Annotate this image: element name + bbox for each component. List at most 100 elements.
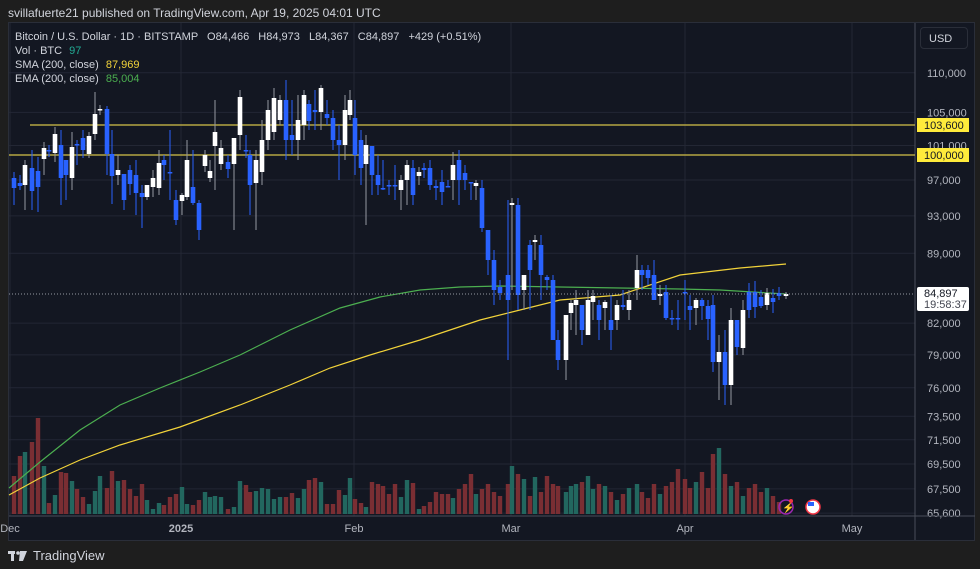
candle-down — [479, 188, 485, 228]
ema-value: 85,004 — [105, 73, 140, 85]
volume-bar — [705, 488, 711, 514]
chart-panel[interactable] — [8, 22, 975, 541]
time-axis-label: Mar — [502, 523, 521, 535]
lightning-event-icon[interactable] — [778, 499, 794, 515]
price-axis-label: 97,000 — [927, 175, 961, 187]
sma-label: SMA (200, close) — [15, 59, 99, 71]
lightning-glyph: ⚡ — [782, 501, 794, 514]
volume-bar — [324, 504, 330, 514]
volume-bar — [17, 456, 23, 514]
volume-bar — [445, 494, 451, 514]
volume-bar — [669, 482, 675, 514]
volume-bar — [144, 500, 150, 514]
candle-up — [473, 183, 479, 186]
candle-down — [312, 110, 318, 112]
candle-down — [752, 292, 758, 307]
volume-bar — [289, 493, 295, 514]
notification-dot-icon — [789, 499, 793, 503]
ohlc-row: Bitcoin / U.S. Dollar · 1D · BITSTAMP O8… — [15, 30, 481, 44]
candle-down — [386, 185, 392, 187]
candle-down — [380, 188, 386, 190]
level-badge-label: 103,600 — [924, 120, 964, 132]
candle-down — [722, 352, 728, 385]
candle-up — [231, 138, 237, 164]
candle-up — [342, 110, 348, 145]
candle-down — [289, 135, 295, 140]
volume-bar — [663, 486, 669, 514]
volume-bar — [740, 496, 746, 514]
candle-down — [515, 205, 521, 295]
volume-bar — [253, 491, 259, 514]
volume-bar — [58, 472, 64, 514]
candle-down — [58, 145, 64, 178]
sma-row[interactable]: SMA (200, close) 87,969 — [15, 58, 481, 72]
candle-down — [410, 168, 416, 195]
volume-bar — [86, 504, 92, 514]
price-axis-label: 93,000 — [927, 211, 961, 223]
volume-bar — [699, 472, 705, 514]
volume-bar — [392, 484, 398, 514]
candle-down — [63, 160, 69, 175]
volume-bar — [645, 498, 651, 514]
price-axis-label: 110,000 — [927, 68, 966, 80]
candle-up — [271, 98, 277, 132]
volume-bar — [626, 488, 632, 514]
volume-bar — [479, 489, 485, 514]
volume-bar — [550, 484, 556, 514]
candle-down — [555, 340, 561, 360]
candle-down — [225, 162, 231, 169]
volume-bar — [150, 509, 156, 514]
footer-brand[interactable]: TradingView — [8, 548, 105, 563]
price-axis-label: 73,500 — [927, 411, 961, 423]
level-badge — [917, 148, 969, 162]
volume-bar — [133, 496, 139, 514]
volume-bar — [35, 418, 41, 514]
volume-bar — [410, 483, 416, 514]
volume-bar — [505, 484, 511, 514]
candle-down — [596, 305, 602, 320]
volume-bar — [104, 488, 110, 514]
price-axis-label: 105,000 — [927, 107, 967, 119]
volume-bar — [433, 492, 439, 514]
volume-bar — [92, 491, 98, 514]
candle-up — [184, 160, 190, 197]
candle-up — [22, 165, 28, 185]
ema-row[interactable]: EMA (200, close) 85,004 — [15, 72, 481, 86]
candle-up — [626, 300, 632, 310]
volume-label: Vol · BTC — [15, 45, 63, 57]
volume-bar — [538, 492, 544, 514]
candle-down — [35, 171, 41, 187]
candle-up — [568, 303, 574, 313]
tradingview-logo-icon — [8, 550, 27, 561]
candle-down — [306, 104, 312, 121]
candle-up — [144, 185, 150, 197]
volume-bar — [352, 499, 358, 514]
candle-down — [639, 270, 645, 275]
volume-bar — [283, 497, 289, 514]
volume-bar — [563, 492, 569, 514]
volume-bar — [127, 489, 133, 514]
candle-up — [693, 300, 699, 308]
candle-down — [734, 320, 740, 347]
candle-up — [97, 109, 103, 111]
currency-button[interactable]: USD — [920, 27, 968, 49]
candle-up — [277, 100, 283, 120]
volume-bar — [456, 489, 462, 514]
candle-down — [11, 178, 17, 188]
volume-bar — [468, 474, 474, 514]
volume-bar — [473, 494, 479, 514]
symbol-title[interactable]: Bitcoin / U.S. Dollar · 1D · BITSTAMP — [15, 31, 198, 43]
volume-bar — [218, 497, 224, 514]
volume-bar — [608, 492, 614, 514]
volume-bar — [265, 489, 271, 514]
volume-bar — [342, 495, 348, 514]
sma-200-line — [8, 263, 787, 496]
volume-bar — [212, 496, 218, 514]
volume-bar — [237, 481, 243, 514]
volume-row[interactable]: Vol · BTC 97 — [15, 44, 481, 58]
candle-up — [573, 300, 579, 305]
candle-up — [318, 88, 324, 112]
volume-bar — [573, 484, 579, 514]
candle-down — [427, 168, 433, 185]
